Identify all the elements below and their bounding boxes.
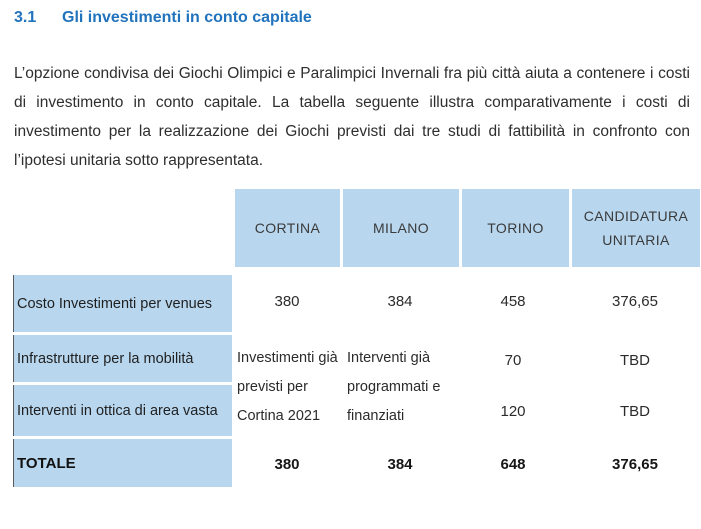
value-total-milano: 384 bbox=[387, 456, 413, 473]
intro-line: l’ipotesi unitaria sotto rappresentata. bbox=[14, 152, 264, 169]
intro-line: L’opzione condivisa dei Giochi Olimpici … bbox=[14, 65, 690, 82]
intro-paragraph: L’opzione condivisa dei Giochi Olimpici … bbox=[14, 59, 690, 175]
section-number: 3.1 bbox=[14, 9, 37, 26]
column-header-cortina: CORTINA bbox=[235, 189, 340, 267]
value-venues-candidatura: 376,65 bbox=[612, 293, 658, 310]
row-label-costo-investimenti-venues: Costo Investimenti per venues bbox=[13, 275, 232, 332]
value-mobility-candidatura: TBD bbox=[620, 352, 650, 369]
merged-note-milano: Interventi già programmati e finanziati bbox=[347, 350, 441, 424]
value-mobility-torino: 70 bbox=[504, 352, 522, 369]
merged-note-cortina: Investimenti già previsti per Cortina 20… bbox=[237, 350, 338, 424]
row-label-totale: TOTALE bbox=[13, 439, 232, 487]
column-header-torino: TORINO bbox=[462, 189, 569, 267]
value-area-torino: 120 bbox=[500, 403, 526, 420]
value-venues-cortina: 380 bbox=[274, 293, 300, 310]
value-area-candidatura: TBD bbox=[620, 403, 650, 420]
row-label-infrastrutture-mobilita: Infrastrutture per la mobilità bbox=[13, 335, 232, 382]
column-header-candidatura-unitaria: CANDIDATURA UNITARIA bbox=[572, 189, 700, 267]
value-total-torino: 648 bbox=[500, 456, 526, 473]
intro-line: di investimento in conto capitale. La ta… bbox=[14, 94, 690, 111]
value-total-candidatura: 376,65 bbox=[612, 456, 658, 473]
row-label-interventi-area-vasta: Interventi in ottica di area vasta bbox=[13, 385, 232, 436]
intro-line: investimento per la realizzazione dei Gi… bbox=[14, 123, 690, 140]
value-venues-torino: 458 bbox=[500, 293, 526, 310]
value-venues-milano: 384 bbox=[387, 293, 413, 310]
column-header-milano: MILANO bbox=[343, 189, 459, 267]
value-total-cortina: 380 bbox=[274, 456, 300, 473]
section-title: Gli investimenti in conto capitale bbox=[62, 9, 312, 26]
